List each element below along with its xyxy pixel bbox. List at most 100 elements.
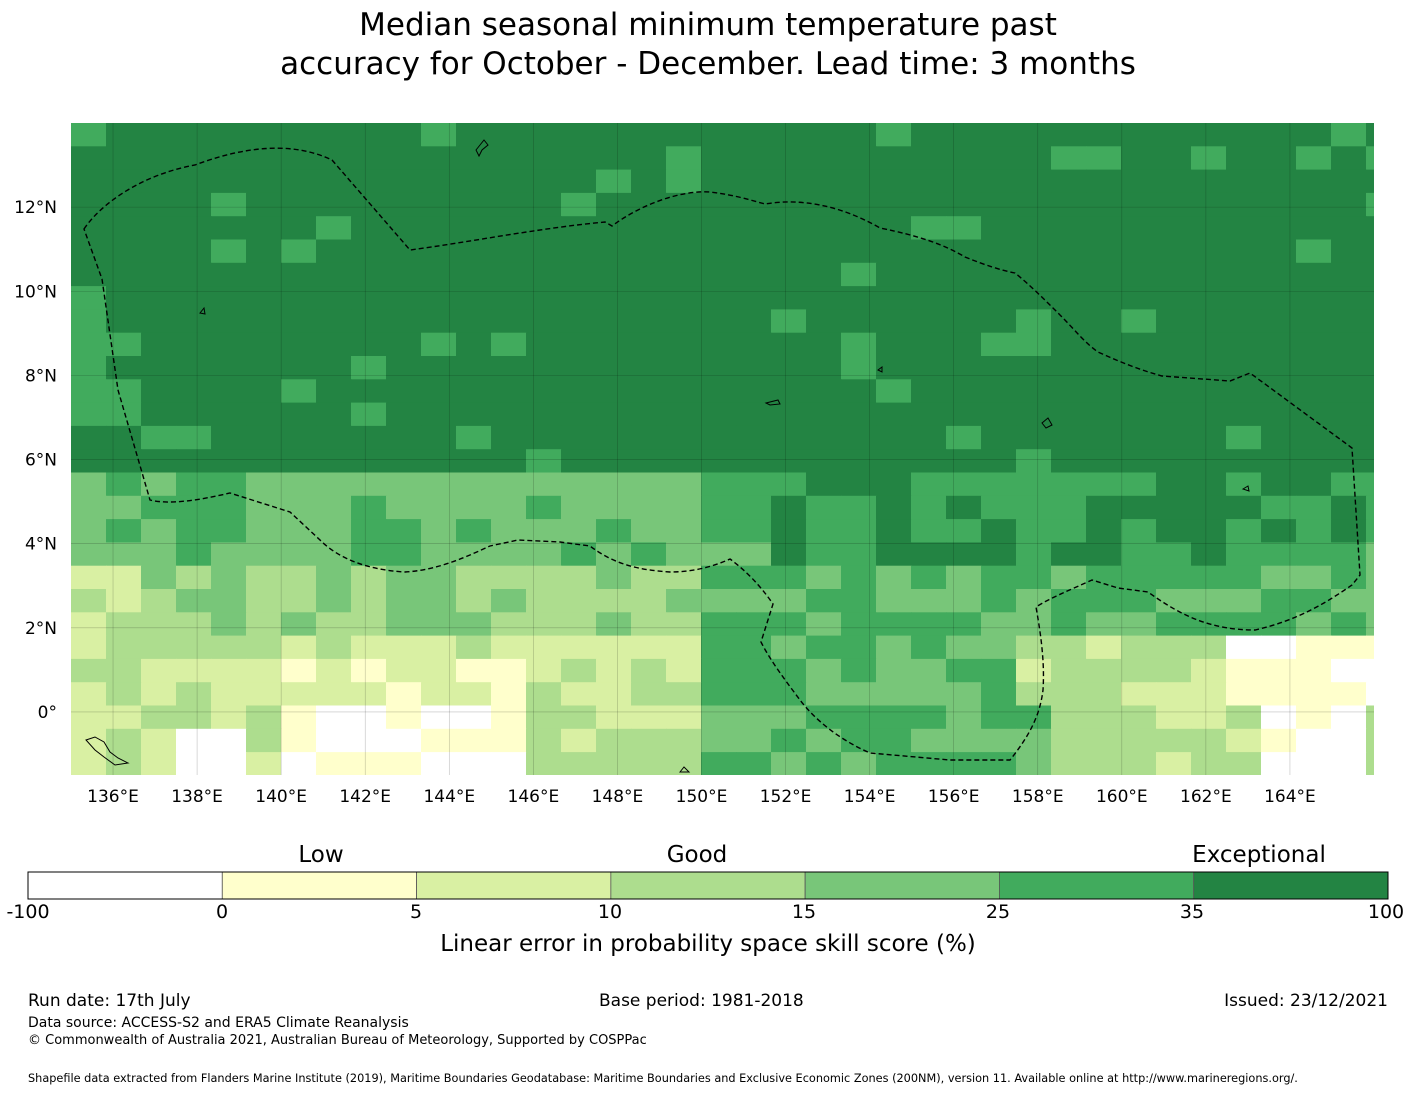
skill-cell (421, 356, 457, 380)
skill-cell (351, 589, 387, 613)
skill-cell (806, 658, 842, 683)
skill-cell (1121, 682, 1157, 707)
skill-cell (701, 425, 737, 450)
skill-cell (771, 658, 807, 683)
skill-cell (1121, 356, 1157, 380)
skill-cell (1016, 286, 1052, 310)
skill-cell (1016, 612, 1052, 637)
skill-cell (281, 402, 317, 427)
skill-cell (596, 332, 632, 357)
skill-cell (1366, 192, 1374, 217)
skill-cell (1261, 705, 1297, 730)
skill-cell (561, 239, 597, 264)
colorbar-swatch (804, 871, 1000, 900)
skill-cell (491, 495, 527, 520)
skill-cell (526, 192, 562, 217)
skill-cell (1156, 192, 1192, 217)
skill-cell (1296, 216, 1332, 241)
skill-cell (1366, 356, 1374, 380)
skill-cell (246, 286, 282, 310)
skill-cell (1296, 239, 1332, 264)
skill-cell (526, 146, 562, 171)
skill-cell (1156, 123, 1192, 147)
skill-cell (526, 658, 562, 683)
skill-cell (141, 472, 177, 497)
skill-cell (981, 682, 1017, 707)
skill-cell (351, 658, 387, 683)
skill-cell (631, 379, 667, 404)
skill-cell (211, 123, 247, 147)
skill-cell (1016, 682, 1052, 707)
skill-cell (141, 402, 177, 427)
skill-cell (841, 216, 877, 241)
skill-cell (141, 635, 177, 660)
skill-cell (771, 425, 807, 450)
skill-cell (631, 519, 667, 543)
skill-cell (771, 542, 807, 567)
skill-cell (1191, 519, 1227, 543)
skill-cell (911, 589, 947, 613)
skill-cell (1016, 379, 1052, 404)
skill-cell (246, 192, 282, 217)
skill-cell (316, 682, 352, 707)
longitude-tick-label: 158°E (1012, 787, 1064, 807)
latitude-tick-label: 6°N (25, 451, 57, 471)
skill-cell (876, 752, 912, 775)
skill-cell (106, 612, 142, 637)
skill-cell (806, 635, 842, 660)
skill-cell (141, 519, 177, 543)
skill-cell (806, 495, 842, 520)
skill-cell (1296, 262, 1332, 287)
skill-cell (666, 752, 702, 775)
skill-cell (1261, 752, 1297, 775)
skill-cell (1016, 216, 1052, 241)
skill-cell (1016, 519, 1052, 543)
skill-cell (1121, 379, 1157, 404)
skill-cell (71, 728, 107, 753)
skill-cell (176, 216, 212, 241)
skill-cell (1016, 589, 1052, 613)
skill-cell (771, 262, 807, 287)
skill-cell (946, 286, 982, 310)
skill-cell (841, 658, 877, 683)
skill-cell (526, 635, 562, 660)
skill-cell (1086, 589, 1122, 613)
skill-cell (911, 612, 947, 637)
skill-cell (736, 705, 772, 730)
skill-cell (421, 728, 457, 753)
skill-cell (1226, 612, 1262, 637)
skill-cell (456, 728, 492, 753)
skill-cell (1296, 449, 1332, 474)
skill-cell (1086, 216, 1122, 241)
skill-cell (946, 612, 982, 637)
skill-cell (1191, 565, 1227, 590)
skill-cell (141, 123, 177, 147)
skill-cell (1121, 309, 1157, 334)
skill-cell (596, 192, 632, 217)
skill-cell (631, 658, 667, 683)
skill-cell (596, 402, 632, 427)
skill-cell (1191, 658, 1227, 683)
skill-cell (141, 309, 177, 334)
skill-cell (351, 728, 387, 753)
skill-cell (1156, 635, 1192, 660)
skill-cell (561, 612, 597, 637)
skill-cell (211, 332, 247, 357)
skill-cell (316, 332, 352, 357)
skill-cell (876, 519, 912, 543)
skill-cell (281, 612, 317, 637)
skill-cell (176, 589, 212, 613)
skill-cell (281, 565, 317, 590)
skill-cell (596, 356, 632, 380)
skill-cell (526, 705, 562, 730)
skill-cell (421, 589, 457, 613)
skill-cell (876, 146, 912, 171)
skill-cell (1191, 123, 1227, 147)
skill-cell (281, 658, 317, 683)
longitude-tick-label: 164°E (1264, 787, 1316, 807)
skill-cell (456, 169, 492, 194)
skill-cell (246, 589, 282, 613)
skill-cell (421, 682, 457, 707)
skill-cell (456, 192, 492, 217)
